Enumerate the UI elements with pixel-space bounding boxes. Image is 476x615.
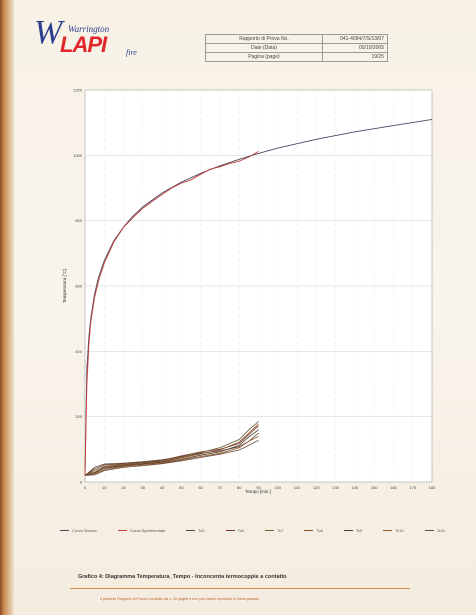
legend-item: Tc5 (186, 528, 205, 533)
x-tick-label: 90 (256, 485, 261, 490)
x-tick-label: 50 (179, 485, 184, 490)
legend-label: Curva Teorica (72, 528, 97, 533)
x-tick-label: 20 (121, 485, 126, 490)
x-tick-label: 170 (409, 485, 416, 490)
x-tick-label: 140 (352, 485, 359, 490)
x-axis-label: Tempo [min.] (245, 489, 271, 494)
x-tick-label: 180 (429, 485, 436, 490)
series-line-tc6 (84, 425, 259, 476)
legend-item: Tc8 (304, 528, 323, 533)
legend-item: Tc9 (343, 528, 363, 533)
y-tick-label: 800 (75, 218, 82, 223)
legend-swatch (343, 530, 353, 531)
legend-label: Tc10 (395, 528, 404, 533)
legend-item: Tc6 (225, 528, 244, 533)
legend-label: Tc11 (436, 528, 445, 533)
legend-item: Tc10 (383, 528, 404, 533)
x-tick-labels: 0 10 20 30 40 50 60 70 80 90 100 110 120 130 140 150 160… (84, 485, 436, 490)
x-tick-label: 120 (313, 485, 320, 490)
x-tick-label: 130 (332, 485, 339, 490)
logo-w-letter: W (34, 14, 63, 51)
legend-item: Tc11 (424, 528, 445, 533)
legend-swatch (117, 530, 127, 531)
legend-swatch (383, 530, 393, 531)
series-line-curva-teorica (84, 118, 433, 476)
series-line-tc11 (84, 439, 259, 476)
logo-lapi: LAPI (60, 32, 107, 57)
legend-swatch (60, 530, 69, 531)
footer-note: Il presente Rapporto di Prova è costitui… (100, 597, 259, 601)
y-tick-label: 200 (75, 414, 82, 419)
chart-legend: Curva Teorica Curva Sperimentale Tc5 Tc6 Tc7… (60, 528, 445, 533)
series-layer (84, 118, 433, 476)
legend-swatch (265, 530, 275, 531)
y-tick-label: 1200 (73, 88, 83, 93)
series-line-curva-sperimentale (84, 151, 259, 476)
legend-swatch (186, 530, 196, 531)
y-tick-label: 400 (75, 349, 82, 354)
x-tick-label: 80 (237, 485, 242, 490)
legend-label: Tc6 (237, 528, 244, 533)
header-row-page: Pagina (page) 19/25 (205, 52, 388, 62)
legend-item: Tc7 (265, 528, 283, 533)
series-line-tc10 (84, 435, 259, 476)
x-tick-label: 40 (160, 485, 165, 490)
y-tick-labels: 0 200 400 600 800 1000 1200 (73, 88, 83, 485)
grid-lines (84, 89, 433, 483)
legend-item: Curva Teorica (60, 528, 97, 533)
legend-label: Curva Sperimentale (129, 528, 166, 533)
x-tick-label: 0 (84, 485, 87, 490)
x-tick-label: 100 (274, 485, 281, 490)
legend-swatch (424, 530, 434, 531)
logo-fire: fire (126, 48, 137, 57)
y-tick-label: 1000 (73, 153, 83, 158)
legend-label: Tc7 (277, 528, 284, 533)
x-tick-label: 60 (198, 485, 203, 490)
x-tick-label: 150 (371, 485, 378, 490)
report-header-table: Rapporto di Prova No. 041-4094/7/S/13/07… (205, 34, 388, 62)
legend-item: Curva Sperimentale (117, 528, 166, 533)
x-tick-label: 110 (294, 485, 301, 490)
chart-caption: Grafico 4: Diagramma Temperatura_Tempo -… (78, 574, 287, 580)
legend-swatch (304, 530, 314, 531)
legend-label: Tc8 (316, 528, 323, 533)
legend-label: Tc9 (355, 528, 363, 533)
logo-warrington: Warrington (68, 24, 110, 34)
footer-divider (70, 588, 410, 589)
company-logo: W Warrington LAPI fire (34, 14, 144, 60)
y-tick-label: 600 (75, 284, 82, 289)
series-line-tc8 (84, 423, 259, 476)
series-line-tc9 (84, 429, 259, 476)
x-tick-label: 10 (102, 485, 107, 490)
header-value: 19/25 (322, 52, 388, 62)
legend-label: Tc5 (198, 528, 205, 533)
y-tick-label: 0 (80, 480, 83, 485)
y-axis-label: Temperatura [°C] (62, 269, 67, 303)
x-tick-label: 160 (390, 485, 397, 490)
x-tick-label: 70 (218, 485, 223, 490)
series-line-tc7 (84, 421, 259, 476)
x-tick-label: 30 (141, 485, 146, 490)
legend-swatch (225, 530, 235, 531)
